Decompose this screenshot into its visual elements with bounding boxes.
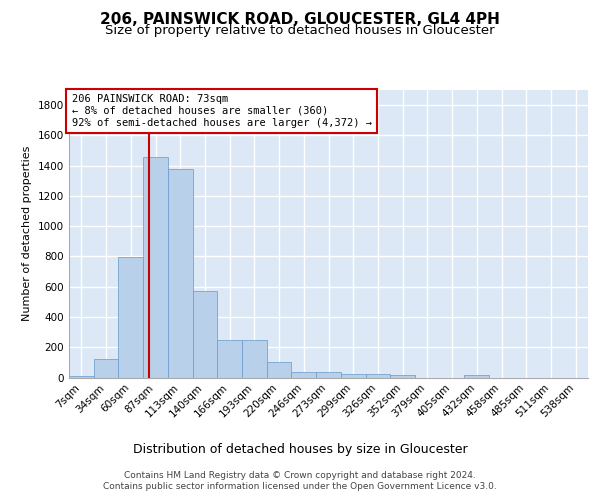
Bar [464,375,489,378]
Bar [94,358,118,378]
Text: Contains HM Land Registry data © Crown copyright and database right 2024.: Contains HM Land Registry data © Crown c… [124,471,476,480]
Text: 206, PAINSWICK ROAD, GLOUCESTER, GL4 4PH: 206, PAINSWICK ROAD, GLOUCESTER, GL4 4PH [100,12,500,28]
Bar [267,362,292,378]
Bar [292,372,316,378]
Bar [193,291,217,378]
Bar [118,257,143,378]
Text: Size of property relative to detached houses in Gloucester: Size of property relative to detached ho… [105,24,495,37]
Bar [217,340,242,378]
Bar [143,156,168,378]
Bar [69,376,94,378]
Bar [242,340,267,378]
Bar [390,375,415,378]
Bar [341,374,365,378]
Y-axis label: Number of detached properties: Number of detached properties [22,146,32,322]
Text: Contains public sector information licensed under the Open Government Licence v3: Contains public sector information licen… [103,482,497,491]
Text: 206 PAINSWICK ROAD: 73sqm
← 8% of detached houses are smaller (360)
92% of semi-: 206 PAINSWICK ROAD: 73sqm ← 8% of detach… [71,94,371,128]
Bar [168,168,193,378]
Text: Distribution of detached houses by size in Gloucester: Distribution of detached houses by size … [133,442,467,456]
Bar [365,374,390,378]
Bar [316,372,341,378]
